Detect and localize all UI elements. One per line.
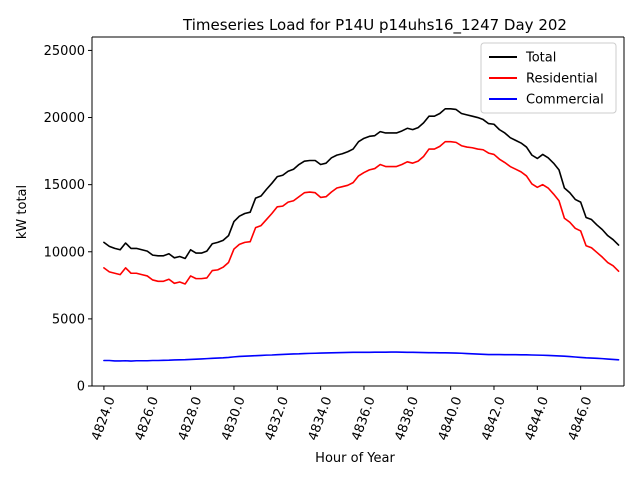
chart-title: Timeseries Load for P14U p14uhs16_1247 D…: [182, 16, 567, 35]
legend: Total Residential Commercial: [480, 42, 617, 114]
series-line-residential: [103, 140, 620, 285]
series-layer: [103, 108, 620, 362]
legend-label-total: Total: [525, 51, 556, 66]
axes-frame: [91, 36, 625, 387]
x-axis-label: Hour of Year: [315, 451, 395, 466]
legend-label-residential: Residential: [526, 72, 598, 87]
series-line-total: [103, 108, 620, 260]
y-tick-label: 10000: [44, 245, 85, 260]
y-tick-label: 25000: [44, 44, 85, 59]
y-tick-label: 15000: [44, 178, 85, 193]
y-tick-label: 20000: [44, 111, 85, 126]
y-axis-ticks: 0 5000 10000 15000 20000 25000: [44, 44, 92, 395]
y-tick-label: 0: [77, 380, 85, 395]
legend-label-commercial: Commercial: [526, 93, 604, 108]
y-tick-label: 5000: [52, 312, 85, 327]
series-line-commercial: [103, 351, 620, 362]
y-axis-label: kW total: [15, 185, 30, 239]
legend-box: [480, 42, 617, 114]
